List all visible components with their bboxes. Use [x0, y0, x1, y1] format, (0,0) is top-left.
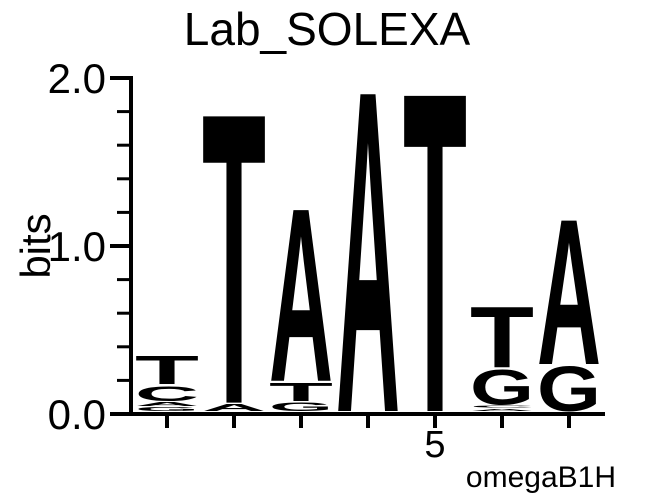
logo-letter-A-pos6: A — [470, 408, 534, 411]
logo-letter-A-pos3: A — [269, 158, 333, 435]
chart-title: Lab_SOLEXA — [184, 3, 471, 55]
logo-letter-G-pos7: G — [537, 353, 601, 424]
logo-stack-pos7: GA — [537, 175, 601, 424]
logo-letter-C-pos1: C — [135, 382, 199, 406]
logo-letter-A-pos2: A — [202, 402, 266, 413]
logo-stack-pos2: AT — [202, 27, 266, 492]
logo-letter-A-pos4: A — [336, 0, 400, 496]
logo-letter-C-pos6: C — [470, 405, 534, 408]
logo-letter-G-pos1: G — [135, 406, 199, 412]
y-tick-label: 1.0 — [48, 223, 106, 270]
annotation-label: omegaB1H — [466, 461, 616, 494]
axes: 0.0 1.0 2.0 5 — [48, 55, 605, 466]
y-tick-label: 0.0 — [48, 391, 106, 438]
logo-letter-T-pos3: T — [269, 378, 333, 407]
logo-letter-A-pos7: A — [537, 175, 601, 408]
logo-letter-T-pos1: T — [135, 348, 199, 393]
logo-letter-G-pos6: G — [470, 360, 534, 415]
logo-letter-A-pos1: A — [135, 401, 199, 407]
y-tick-label: 2.0 — [48, 55, 106, 102]
logo-letter-T-pos6: T — [470, 288, 534, 385]
logo-letter-T-pos2: T — [202, 27, 266, 492]
logo-stack-pos5: T — [403, 0, 467, 496]
logo-stack-pos4: A — [336, 0, 400, 496]
y-axis-label: bits — [12, 213, 59, 278]
x-tick-label: 5 — [424, 424, 445, 466]
logo-stack-pos3: GTA — [269, 158, 333, 435]
logo-letter-T-pos5: T — [403, 0, 467, 496]
logo-letter-G-pos3: G — [269, 400, 333, 414]
